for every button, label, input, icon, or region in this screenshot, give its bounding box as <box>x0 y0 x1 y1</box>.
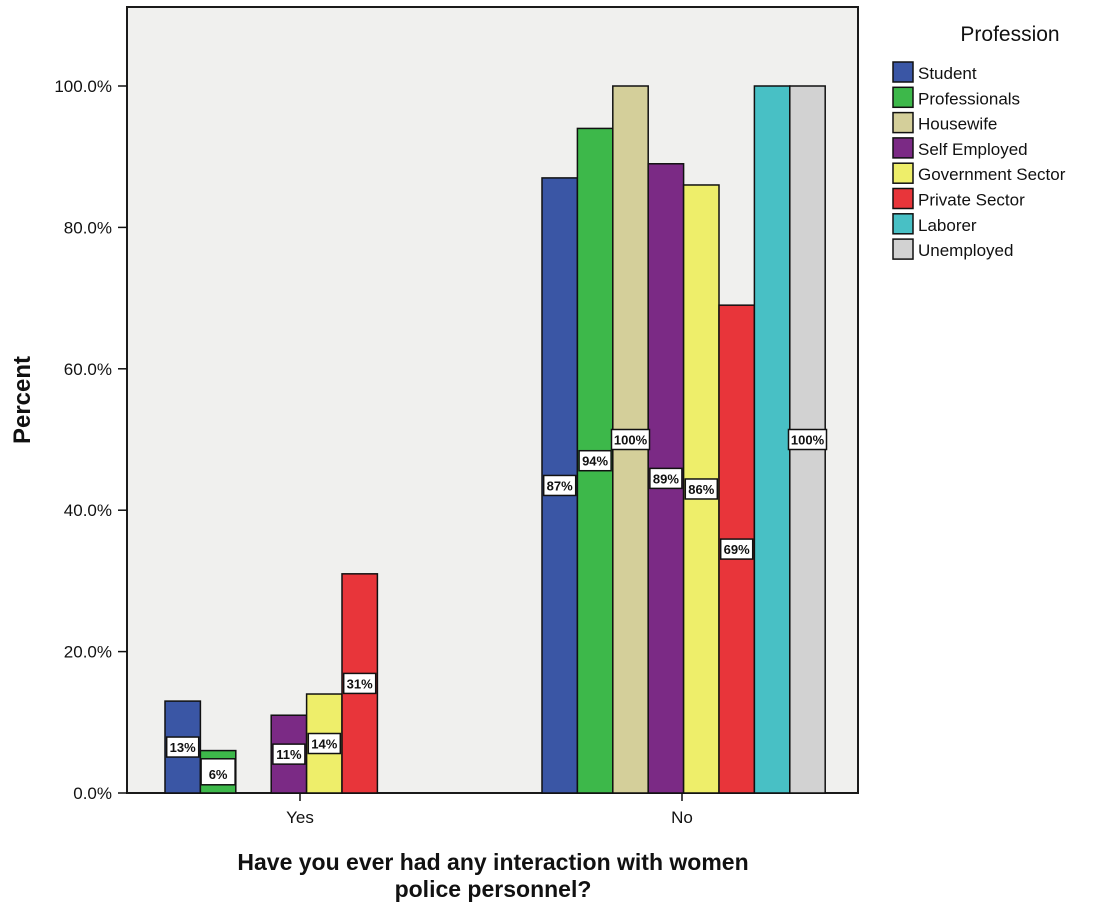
legend-label-self-employed: Self Employed <box>918 140 1028 159</box>
legend-swatch-professionals <box>892 86 914 109</box>
legend-swatch-laborer <box>892 213 914 235</box>
data-label-self-employed-yes: 11% <box>276 747 302 762</box>
legend-label-laborer: Laborer <box>918 216 977 235</box>
data-label-box <box>684 478 719 500</box>
y-tick-label: 0.0% <box>73 784 112 803</box>
y-tick-label: 100.0% <box>54 77 112 96</box>
legend-swatch-private-sector <box>892 187 914 210</box>
legend-swatch-self-employed <box>892 137 914 159</box>
x-axis-title-line-1: Have you ever had any interaction with w… <box>237 849 748 875</box>
data-label-box <box>649 467 683 490</box>
data-label-professionals-yes: 6% <box>209 767 228 782</box>
data-label-professionals-no: 94% <box>582 454 608 469</box>
data-label-box <box>307 732 342 755</box>
legend-label-housewife: Housewife <box>918 115 997 134</box>
legend-swatch-student <box>892 61 914 83</box>
x-axis: Yes No <box>286 793 693 827</box>
legend: Profession Student Professionals Housewife… <box>892 23 1066 260</box>
legend-swatch-unemployed <box>892 238 914 260</box>
y-tick-label: 80.0% <box>64 218 112 237</box>
y-tick-label: 60.0% <box>64 360 112 379</box>
x-tick-label-yes: Yes <box>286 808 314 827</box>
data-label-student-no: 87% <box>547 478 573 493</box>
data-label-box <box>165 736 200 758</box>
data-label-box <box>578 449 612 472</box>
y-axis: 0.0% 20.0% 40.0% 60.0% 80.0% 100.0% <box>54 77 127 803</box>
data-label-student-yes: 13% <box>170 740 196 755</box>
y-tick-label: 40.0% <box>64 501 112 520</box>
y-axis-title: Percent <box>9 356 36 444</box>
data-label-private-sector-yes: 31% <box>347 676 373 691</box>
data-label-box <box>787 428 828 451</box>
legend-label-student: Student <box>918 64 977 83</box>
data-label-private-sector-no: 69% <box>724 542 750 557</box>
data-label-government-sector-yes: 14% <box>311 737 337 752</box>
data-label-housewife-no: 100% <box>614 433 648 448</box>
data-label-box <box>200 758 236 786</box>
data-label-box <box>719 538 754 560</box>
legend-label-private-sector: Private Sector <box>918 191 1025 210</box>
legend-label-government-sector: Government Sector <box>918 165 1066 184</box>
data-label-government-sector-no: 86% <box>688 482 714 497</box>
y-tick-label: 20.0% <box>64 643 112 662</box>
legend-label-unemployed: Unemployed <box>918 241 1013 260</box>
legend-swatch-housewife <box>892 111 914 134</box>
data-label-box <box>272 743 306 765</box>
data-label-self-employed-no: 89% <box>653 471 679 486</box>
data-labels: 13% 87% 6% 94% 100% 11% 89% 14% 86% 31% 69% 100% <box>165 428 828 786</box>
x-tick-label-no: No <box>671 808 693 827</box>
x-axis-title-line-2: police personnel? <box>395 876 592 902</box>
legend-title: Profession <box>960 23 1059 46</box>
data-label-box <box>542 474 577 497</box>
data-label-box <box>342 672 377 695</box>
data-label-box <box>610 428 651 451</box>
data-label-unemployed-no: 100% <box>791 433 825 448</box>
legend-label-professionals: Professionals <box>918 89 1020 108</box>
legend-swatch-government-sector <box>892 162 914 184</box>
bar-laborer-no <box>753 85 791 794</box>
